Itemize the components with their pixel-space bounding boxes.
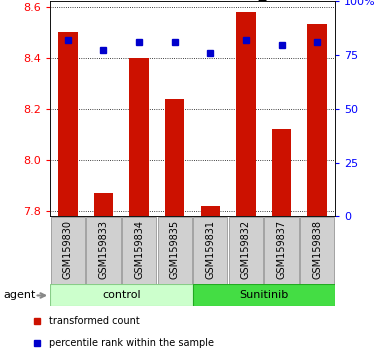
Text: transformed count: transformed count: [49, 316, 140, 326]
Bar: [165, 99, 184, 216]
Bar: [272, 130, 291, 216]
Text: percentile rank within the sample: percentile rank within the sample: [49, 338, 214, 348]
Text: GSM159832: GSM159832: [241, 220, 251, 279]
Bar: [129, 58, 149, 216]
Text: GSM159838: GSM159838: [312, 220, 322, 279]
Bar: [229, 217, 263, 284]
Bar: [94, 193, 113, 216]
Bar: [236, 12, 256, 216]
Text: GSM159831: GSM159831: [205, 220, 215, 279]
Bar: [264, 217, 299, 284]
Bar: [157, 217, 192, 284]
Bar: [58, 32, 78, 216]
Bar: [50, 285, 192, 307]
Bar: [201, 206, 220, 216]
Text: GSM159830: GSM159830: [63, 220, 73, 279]
Text: GSM159833: GSM159833: [99, 220, 109, 279]
Text: control: control: [102, 291, 141, 301]
Bar: [300, 217, 334, 284]
Title: GDS3109 / 1371667_at: GDS3109 / 1371667_at: [104, 0, 281, 1]
Text: GSM159834: GSM159834: [134, 220, 144, 279]
Bar: [193, 217, 228, 284]
Text: GSM159837: GSM159837: [276, 220, 286, 279]
Text: GSM159835: GSM159835: [170, 220, 180, 279]
Bar: [86, 217, 121, 284]
Bar: [51, 217, 85, 284]
Bar: [307, 24, 327, 216]
Text: Sunitinib: Sunitinib: [239, 291, 288, 301]
Bar: [122, 217, 156, 284]
Text: agent: agent: [4, 291, 36, 301]
Bar: [192, 285, 335, 307]
